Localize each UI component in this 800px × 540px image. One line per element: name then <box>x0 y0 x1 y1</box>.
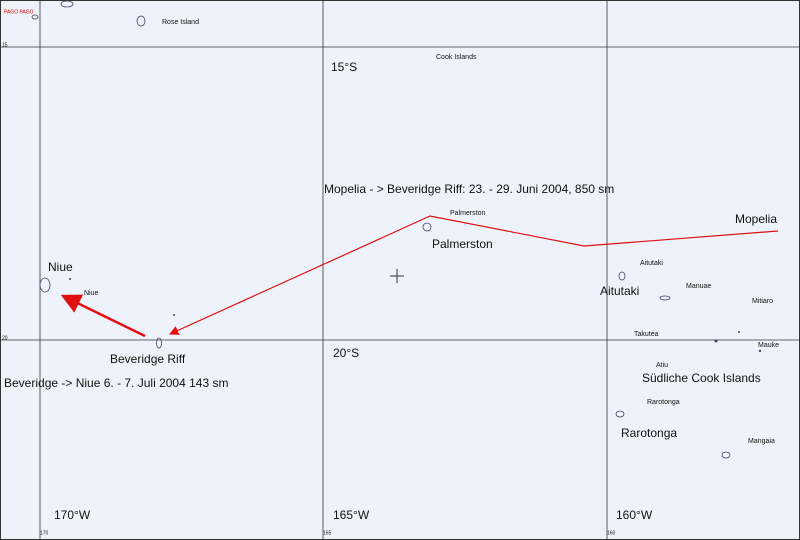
label: Mopelia <box>735 212 777 226</box>
label: Südliche Cook Islands <box>642 371 761 385</box>
label: Beveridge -> Niue 6. - 7. Juli 2004 143 … <box>4 376 228 390</box>
routes <box>60 215 779 338</box>
label: Beveridge Riff <box>110 352 186 366</box>
label: 15°S <box>331 60 357 74</box>
label: Rose Island <box>162 19 199 26</box>
labels: PAGO PAGO Rose Island 15 15°S Cook Islan… <box>2 9 779 536</box>
label: 20 <box>2 335 8 341</box>
label: 15 <box>2 42 8 48</box>
islands <box>31 0 762 459</box>
label: Niue <box>48 260 73 274</box>
label: 170°W <box>54 508 91 522</box>
label: Mangaia <box>748 438 775 445</box>
label: Atiu <box>656 362 668 369</box>
label: 160 <box>607 530 616 536</box>
route-leg1 <box>168 215 779 335</box>
label: Palmerston <box>450 210 486 217</box>
label: Rarotonga <box>647 399 680 406</box>
label: PAGO PAGO <box>4 9 34 15</box>
label: Cook Islands <box>436 54 477 61</box>
label: Rarotonga <box>621 426 677 440</box>
label: Aitutaki <box>600 284 639 298</box>
label: 170 <box>40 530 49 536</box>
label: Aitutaki <box>640 260 663 267</box>
label: Mitiaro <box>752 298 773 305</box>
label: Takutea <box>634 331 659 338</box>
route-leg2 <box>60 294 146 338</box>
label: 165°W <box>333 508 370 522</box>
label: 160°W <box>616 508 653 522</box>
label: Mopelia - > Beveridge Riff: 23. - 29. Ju… <box>324 182 614 196</box>
label: Palmerston <box>432 237 493 251</box>
label: 20°S <box>333 346 359 360</box>
label: 165 <box>323 530 332 536</box>
label: Niue <box>84 290 99 297</box>
label: Mauke <box>758 342 779 349</box>
label: Manuae <box>686 283 711 290</box>
